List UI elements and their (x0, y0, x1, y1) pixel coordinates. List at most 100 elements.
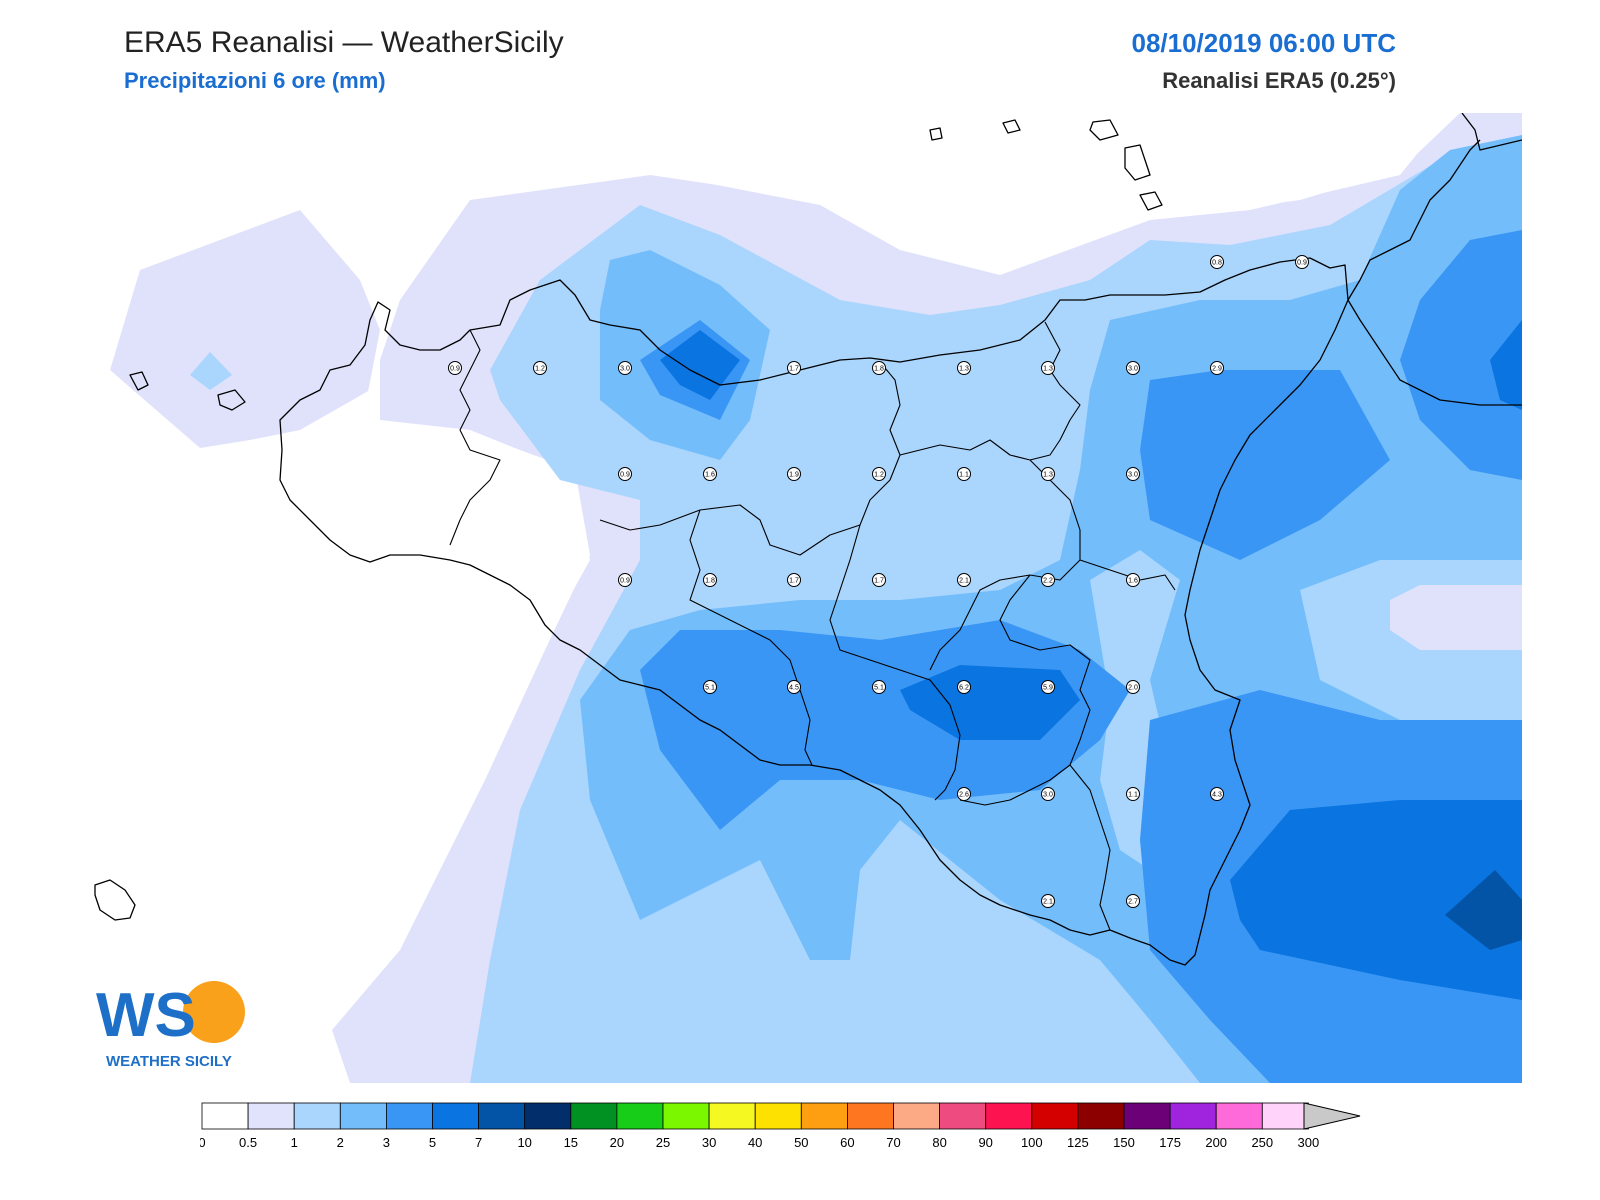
grid-value-marker: 1.3 (1041, 361, 1055, 375)
legend-bin (570, 1102, 618, 1130)
precipitation-legend: 0 0.5 1 2 3 5 7 10 15 20 25 30 40 50 60 70 80 90 100 125 150… (200, 1102, 1361, 1150)
legend-bin (1077, 1102, 1125, 1130)
grid-value-circle (1126, 787, 1140, 801)
grid-value-marker: 2.2 (1041, 573, 1055, 587)
legend-tick-label: 125 (1067, 1135, 1089, 1150)
legend-bin (1123, 1102, 1171, 1130)
legend-bin (339, 1102, 387, 1130)
legend-tick-label: 1 (291, 1135, 298, 1150)
grid-value-label: 0.8 (1212, 260, 1222, 267)
legend-tick-label: 100 (1021, 1135, 1043, 1150)
legend-tick-label: 40 (748, 1135, 762, 1150)
legend-tick-label: 10 (517, 1135, 531, 1150)
grid-value-marker: 1.1 (1126, 787, 1140, 801)
grid-value-label: 2.7 (1128, 899, 1138, 906)
legend-bin (616, 1102, 664, 1130)
precipitation-map[interactable]: 0.9 1.2 3.0 1.7 1.8 1.3 1.3 3.0 2.9 0.8 0.9 0.9 1.6 1… (82, 113, 1522, 1083)
grid-value-circle (957, 573, 971, 587)
grid-value-marker: 2.6 (957, 787, 971, 801)
legend-tick-label: 250 (1251, 1135, 1273, 1150)
grid-value-marker: 0.9 (618, 573, 632, 587)
legend-tick-label: 0.5 (239, 1135, 257, 1150)
grid-value-label: 1.9 (789, 472, 799, 479)
grid-value-marker: 1.3 (1041, 467, 1055, 481)
grid-value-marker: 1.9 (787, 467, 801, 481)
grid-value-label: 3.0 (620, 366, 630, 373)
legend-bin (847, 1102, 894, 1130)
data-source: Reanalisi ERA5 (0.25°) (1162, 68, 1396, 93)
grid-value-label: 1.7 (789, 366, 799, 373)
grid-value-label: 1.8 (874, 366, 884, 373)
grid-value-circle (1041, 680, 1055, 694)
grid-value-circle (787, 467, 801, 481)
grid-value-marker: 2.1 (957, 573, 971, 587)
legend-overflow-arrow (1303, 1102, 1361, 1130)
grid-value-marker: 4.5 (787, 680, 801, 694)
grid-value-marker: 3.0 (1126, 467, 1140, 481)
logo-mark: WS (96, 981, 196, 1050)
grid-value-circle (872, 467, 886, 481)
grid-value-marker: 2.1 (1041, 894, 1055, 908)
grid-value-circle (533, 361, 547, 375)
grid-value-label: 5.9 (1043, 685, 1053, 692)
grid-value-marker: 1.1 (957, 467, 971, 481)
forecast-datetime: 08/10/2019 06:00 UTC (1131, 28, 1396, 58)
grid-value-marker: 1.2 (533, 361, 547, 375)
grid-value-circle (872, 361, 886, 375)
legend-bin (1215, 1102, 1263, 1130)
ustica-island (929, 127, 943, 141)
grid-value-marker: 6.2 (957, 680, 971, 694)
legend-tick-label: 2 (337, 1135, 344, 1150)
legend-bin (1169, 1102, 1217, 1130)
grid-value-circle (1210, 361, 1224, 375)
grid-value-marker: 5.1 (872, 680, 886, 694)
grid-value-label: 1.3 (1043, 366, 1053, 373)
grid-value-marker: 2.9 (1210, 361, 1224, 375)
legend-bin (800, 1102, 848, 1130)
grid-value-label: 2.1 (1043, 899, 1053, 906)
grid-value-circle (703, 680, 717, 694)
grid-value-circle (1210, 787, 1224, 801)
legend-bin (201, 1102, 249, 1130)
grid-value-circle (1126, 573, 1140, 587)
grid-value-label: 1.8 (705, 578, 715, 585)
grid-value-circle (957, 361, 971, 375)
grid-value-circle (1041, 787, 1055, 801)
grid-value-circle (787, 680, 801, 694)
grid-value-circle (703, 573, 717, 587)
grid-value-label: 1.1 (1128, 792, 1138, 799)
grid-value-label: 1.2 (874, 472, 884, 479)
grid-value-label: 4.3 (1212, 792, 1222, 799)
legend-tick-label: 50 (794, 1135, 808, 1150)
grid-value-circle (1210, 255, 1224, 269)
legend-tick-label: 15 (564, 1135, 578, 1150)
grid-value-circle (1041, 467, 1055, 481)
legend-tick-label: 300 (1298, 1135, 1320, 1150)
map-title: ERA5 Reanalisi — WeatherSicily (124, 26, 564, 59)
legend-bin (1031, 1102, 1079, 1130)
legend-color-bins (201, 1102, 1309, 1130)
grid-value-label: 1.6 (1128, 578, 1138, 585)
grid-value-circle (1295, 255, 1309, 269)
grid-value-label: 0.9 (450, 366, 460, 373)
grid-value-label: 2.0 (1128, 685, 1138, 692)
coastline-and-borders (94, 113, 1522, 966)
grid-value-circle (957, 680, 971, 694)
legend-tick-label: 70 (886, 1135, 900, 1150)
legend-tick-label: 175 (1159, 1135, 1181, 1150)
legend-tick-label: 150 (1113, 1135, 1135, 1150)
grid-value-marker: 1.6 (703, 467, 717, 481)
grid-value-label: 3.0 (1043, 792, 1053, 799)
grid-value-circle (1126, 467, 1140, 481)
grid-value-circle (618, 467, 632, 481)
legend-tick-label: 30 (702, 1135, 716, 1150)
legend-tick-label: 90 (978, 1135, 992, 1150)
grid-value-circle (957, 467, 971, 481)
legend-bin (662, 1102, 710, 1130)
grid-value-circle (1126, 361, 1140, 375)
grid-value-marker: 1.8 (703, 573, 717, 587)
grid-value-label: 1.6 (705, 472, 715, 479)
grid-value-label: 1.7 (874, 578, 884, 585)
map-subtitle: Precipitazioni 6 ore (mm) (124, 68, 386, 93)
legend-bin (1261, 1102, 1309, 1130)
